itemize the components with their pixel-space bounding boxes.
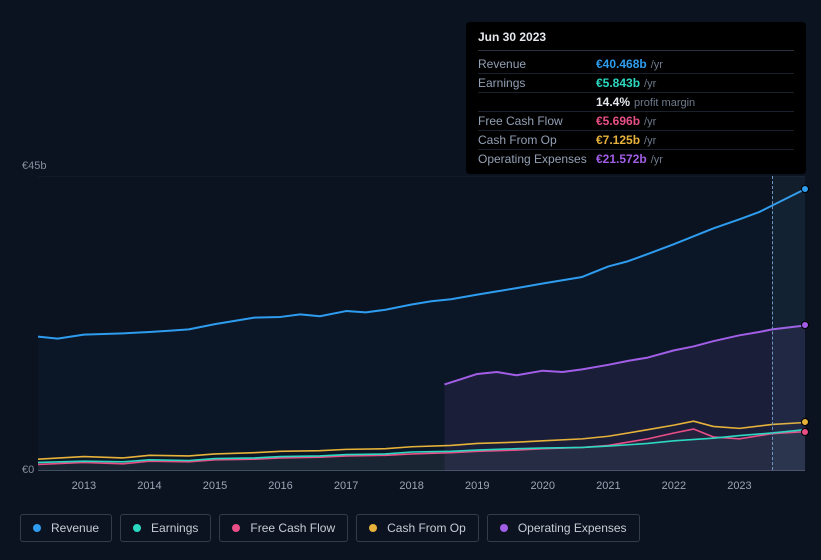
legend-label: Earnings <box>151 521 198 535</box>
tooltip-row-value: €5.696b <box>596 114 640 128</box>
tooltip-row-value: 14.4% <box>596 95 630 109</box>
legend-label: Revenue <box>51 521 99 535</box>
x-tick-label: 2023 <box>727 480 751 492</box>
tooltip-row: Revenue€40.468b/yr <box>478 55 794 74</box>
tooltip-row: 14.4% profit margin <box>478 93 794 112</box>
legend-swatch <box>369 524 377 532</box>
tooltip-row-label: Revenue <box>478 57 596 71</box>
tooltip-row-unit: /yr <box>644 78 656 90</box>
tooltip-row-value: €40.468b <box>596 57 647 71</box>
y-zero-label: €0 <box>22 464 34 476</box>
tooltip-row-label: Earnings <box>478 76 596 90</box>
legend-item[interactable]: Free Cash Flow <box>219 514 348 542</box>
legend-item[interactable]: Earnings <box>120 514 211 542</box>
tooltip-row-unit: /yr <box>651 59 663 71</box>
legend-label: Operating Expenses <box>518 521 627 535</box>
legend-item[interactable]: Cash From Op <box>356 514 479 542</box>
x-tick-label: 2016 <box>268 480 292 492</box>
x-tick-label: 2015 <box>203 480 227 492</box>
series-end-marker <box>801 418 809 426</box>
chart-svg <box>38 176 805 471</box>
tooltip-date: Jun 30 2023 <box>478 30 794 51</box>
series-end-marker <box>801 428 809 436</box>
x-tick-label: 2021 <box>596 480 620 492</box>
series-end-marker <box>801 321 809 329</box>
chart-legend: Revenue Earnings Free Cash Flow Cash From O… <box>20 514 640 542</box>
legend-label: Free Cash Flow <box>250 521 335 535</box>
line-chart[interactable] <box>38 176 805 471</box>
tooltip-row-unit: profit margin <box>634 97 695 109</box>
legend-swatch <box>500 524 508 532</box>
x-tick-label: 2019 <box>465 480 489 492</box>
tooltip-row-label: Free Cash Flow <box>478 114 596 128</box>
tooltip-row-value: €7.125b <box>596 133 640 147</box>
x-tick-label: 2018 <box>399 480 423 492</box>
x-tick-label: 2022 <box>662 480 686 492</box>
legend-item[interactable]: Revenue <box>20 514 112 542</box>
tooltip-row-label: Operating Expenses <box>478 152 596 166</box>
legend-swatch <box>232 524 240 532</box>
tooltip-row-value: €21.572b <box>596 152 647 166</box>
x-axis: 2013 2014 2015 2016 2017 2018 2019 2020 2021 2022… <box>38 480 805 500</box>
x-tick-label: 2014 <box>137 480 161 492</box>
tooltip-row-unit: /yr <box>651 154 663 166</box>
x-tick-label: 2020 <box>531 480 555 492</box>
tooltip-row-unit: /yr <box>644 135 656 147</box>
highlight-band <box>772 176 805 470</box>
legend-swatch <box>133 524 141 532</box>
tooltip-row: Operating Expenses€21.572b/yr <box>478 150 794 168</box>
tooltip-row: Cash From Op€7.125b/yr <box>478 131 794 150</box>
legend-swatch <box>33 524 41 532</box>
tooltip-row: Earnings€5.843b/yr <box>478 74 794 93</box>
x-tick-label: 2017 <box>334 480 358 492</box>
tooltip-row-value: €5.843b <box>596 76 640 90</box>
legend-item[interactable]: Operating Expenses <box>487 514 640 542</box>
legend-label: Cash From Op <box>387 521 466 535</box>
y-max-label: €45b <box>22 160 46 172</box>
tooltip-row: Free Cash Flow€5.696b/yr <box>478 112 794 131</box>
tooltip-row-unit: /yr <box>644 116 656 128</box>
series-end-marker <box>801 185 809 193</box>
chart-tooltip: Jun 30 2023 Revenue€40.468b/yrEarnings€5… <box>466 22 806 174</box>
x-tick-label: 2013 <box>72 480 96 492</box>
tooltip-row-label: Cash From Op <box>478 133 596 147</box>
